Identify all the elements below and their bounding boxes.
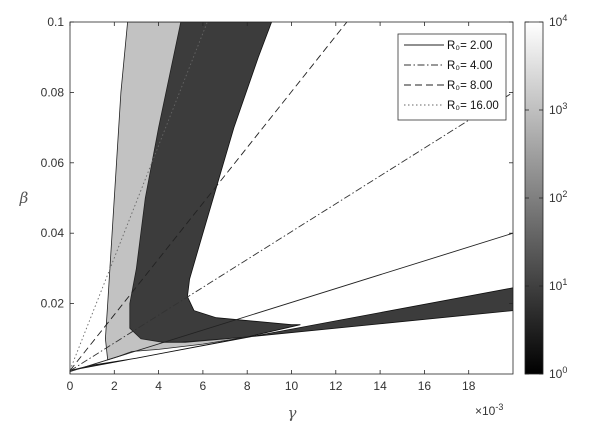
colorbar-ticks: 100 101 102 103 104 xyxy=(525,13,567,381)
filled-regions xyxy=(70,22,513,371)
y-tick-label: 0.08 xyxy=(41,85,65,99)
r0-lines xyxy=(70,22,513,373)
r0-line-2 xyxy=(70,92,513,372)
x-tick-label: 16 xyxy=(418,379,432,393)
legend-box xyxy=(397,33,507,121)
x-tick-label: 2 xyxy=(111,379,118,393)
colorbar-tick-label: 102 xyxy=(549,189,567,205)
colorbar: 100 101 102 103 104 xyxy=(524,13,567,381)
x-axis-label: γ xyxy=(288,404,297,422)
y-axis-ticks: 0.02 0.04 0.06 0.08 0.1 xyxy=(41,15,513,311)
colorbar-tick-label: 104 xyxy=(549,13,567,29)
legend: R₀= 2.00 R₀= 4.00 R₀= 8.00 R₀= 16.00 xyxy=(397,33,507,121)
colorbar-tick-label: 101 xyxy=(549,277,567,293)
legend-label: R₀= 8.00 xyxy=(447,80,492,92)
legend-label: R₀= 16.00 xyxy=(447,100,499,112)
x-tick-label: 12 xyxy=(329,379,343,393)
y-tick-label: 0.04 xyxy=(41,226,65,240)
x-tick-label: 8 xyxy=(244,379,251,393)
x-tick-label: 10 xyxy=(285,379,299,393)
y-tick-label: 0.02 xyxy=(41,297,65,311)
colorbar-tick-label: 100 xyxy=(549,365,567,381)
x-axis-exponent: ×10-3 xyxy=(475,402,503,418)
x-exponent-base: ×10 xyxy=(475,404,496,418)
colorbar-tick-label: 103 xyxy=(549,101,567,117)
x-tick-label: 6 xyxy=(200,379,207,393)
y-tick-label: 0.06 xyxy=(41,156,65,170)
y-axis-label: β xyxy=(19,189,29,207)
x-tick-label: 4 xyxy=(155,379,162,393)
legend-label: R₀= 2.00 xyxy=(447,40,492,52)
r0-line-3 xyxy=(70,22,348,371)
x-exponent-power: -3 xyxy=(495,402,503,412)
legend-label: R₀= 4.00 xyxy=(447,60,492,72)
x-tick-label: 18 xyxy=(462,379,476,393)
r0-line-1 xyxy=(70,232,513,373)
y-tick-label: 0.1 xyxy=(47,15,64,29)
x-tick-label: 14 xyxy=(373,379,387,393)
x-axis-ticks: 0 2 4 6 8 10 12 14 16 18 xyxy=(67,22,476,393)
x-tick-label: 0 xyxy=(67,379,74,393)
region-3 xyxy=(104,22,248,361)
